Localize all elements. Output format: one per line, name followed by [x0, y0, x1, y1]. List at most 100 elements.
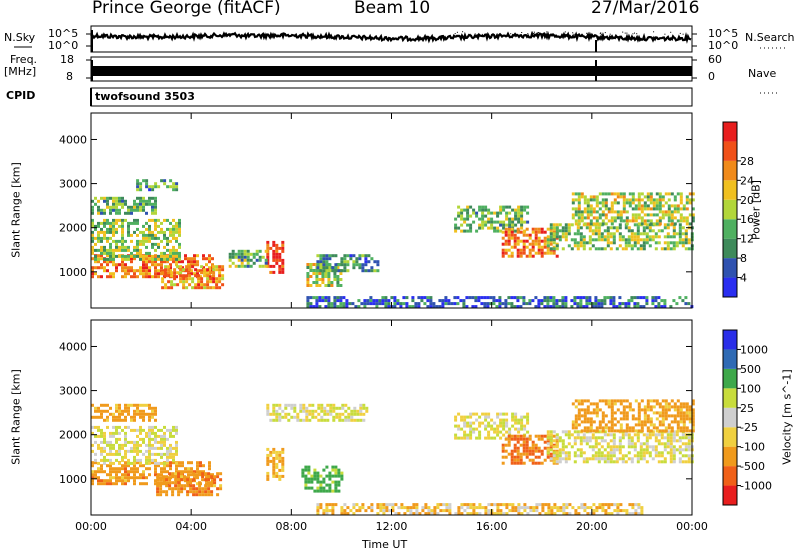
power-cell	[583, 201, 587, 205]
velocity-cell	[648, 454, 652, 458]
power-cell	[645, 226, 649, 230]
power-cell	[622, 201, 626, 205]
velocity-cell	[163, 437, 166, 441]
velocity-cell	[499, 436, 503, 440]
power-cell	[523, 208, 527, 212]
power-cell	[194, 283, 198, 287]
velocity-cell	[621, 433, 625, 437]
velocity-cell	[317, 406, 321, 410]
velocity-cell	[660, 460, 664, 464]
power-cell	[109, 254, 112, 258]
velocity-cell	[592, 408, 596, 412]
power-cell	[622, 195, 626, 199]
power-cell	[157, 254, 160, 258]
power-cell	[514, 223, 518, 227]
velocity-cell	[547, 503, 551, 507]
velocity-cell	[582, 439, 586, 443]
nsearch-dot	[499, 33, 501, 35]
velocity-cell	[577, 399, 581, 403]
power-cell	[654, 296, 658, 300]
power-cell	[582, 238, 586, 242]
power-cell	[628, 204, 632, 208]
velocity-cell	[275, 471, 279, 475]
power-cell	[658, 192, 662, 196]
power-cell	[579, 232, 583, 236]
velocity-cell	[320, 406, 324, 410]
velocity-cell	[586, 417, 590, 421]
power-cell	[630, 229, 634, 233]
power-cell	[483, 296, 487, 300]
power-cell	[561, 247, 565, 251]
velocity-cell	[624, 433, 628, 437]
power-cell	[522, 239, 526, 243]
power-cell	[237, 264, 241, 268]
velocity-cell	[646, 405, 650, 409]
power-cell	[112, 275, 115, 279]
velocity-cell	[499, 430, 503, 434]
power-cell	[543, 251, 547, 255]
power-cell	[540, 227, 544, 231]
velocity-cell	[583, 503, 587, 507]
velocity-cell	[168, 478, 172, 482]
nsearch-dot	[521, 32, 523, 33]
power-cell	[322, 269, 326, 273]
power-cell	[480, 302, 484, 306]
velocity-cell	[580, 506, 584, 510]
velocity-cell	[201, 487, 205, 491]
power-cell	[630, 235, 634, 239]
power-cell	[598, 216, 602, 220]
velocity-cell	[325, 489, 329, 493]
velocity-cell	[278, 474, 282, 478]
velocity-cell	[664, 417, 668, 421]
velocity-cell	[335, 406, 339, 410]
velocity-cell	[91, 415, 94, 419]
velocity-cell	[136, 434, 139, 438]
power-cell	[148, 257, 151, 261]
power-cell	[169, 257, 172, 261]
velocity-cell	[649, 399, 653, 403]
power-cell	[603, 235, 607, 239]
power-cell	[109, 275, 112, 279]
power-cell	[528, 254, 532, 258]
velocity-cell	[661, 417, 665, 421]
x-tick-label: 04:00	[175, 520, 207, 533]
power-cell	[552, 305, 556, 309]
power-cell	[228, 264, 232, 268]
power-cell	[343, 269, 347, 273]
power-cell	[154, 263, 157, 267]
power-cell	[252, 255, 256, 259]
velocity-cell	[646, 417, 650, 421]
power-cell	[552, 296, 556, 300]
velocity-cell	[598, 426, 602, 430]
power-cell	[166, 227, 169, 231]
power-cell	[574, 210, 578, 214]
power-cell	[124, 263, 127, 267]
nsearch-dot	[600, 32, 602, 34]
velocity-cell	[133, 482, 136, 486]
velocity-cell	[313, 471, 317, 475]
velocity-cell	[688, 414, 692, 418]
velocity-cell	[208, 464, 211, 468]
power-cell	[115, 269, 118, 273]
power-cell	[618, 226, 622, 230]
power-cell	[634, 216, 638, 220]
velocity-cell	[604, 426, 608, 430]
velocity-cell	[133, 455, 136, 459]
velocity-cell	[269, 412, 273, 416]
velocity-cell	[184, 470, 187, 474]
velocity-cell	[192, 490, 196, 494]
power-cell	[336, 305, 340, 309]
velocity-cell	[340, 506, 344, 510]
velocity-cell	[168, 484, 172, 488]
power-cell	[237, 255, 241, 259]
velocity-cell	[555, 457, 559, 461]
velocity-cell	[505, 506, 509, 510]
power-cell	[627, 244, 631, 248]
power-cell	[540, 230, 544, 234]
velocity-cell	[600, 457, 604, 461]
velocity-cell	[272, 447, 276, 451]
velocity-cell	[388, 503, 392, 507]
power-cell	[595, 222, 599, 226]
velocity-cell	[269, 459, 273, 463]
power-cell	[272, 255, 276, 259]
